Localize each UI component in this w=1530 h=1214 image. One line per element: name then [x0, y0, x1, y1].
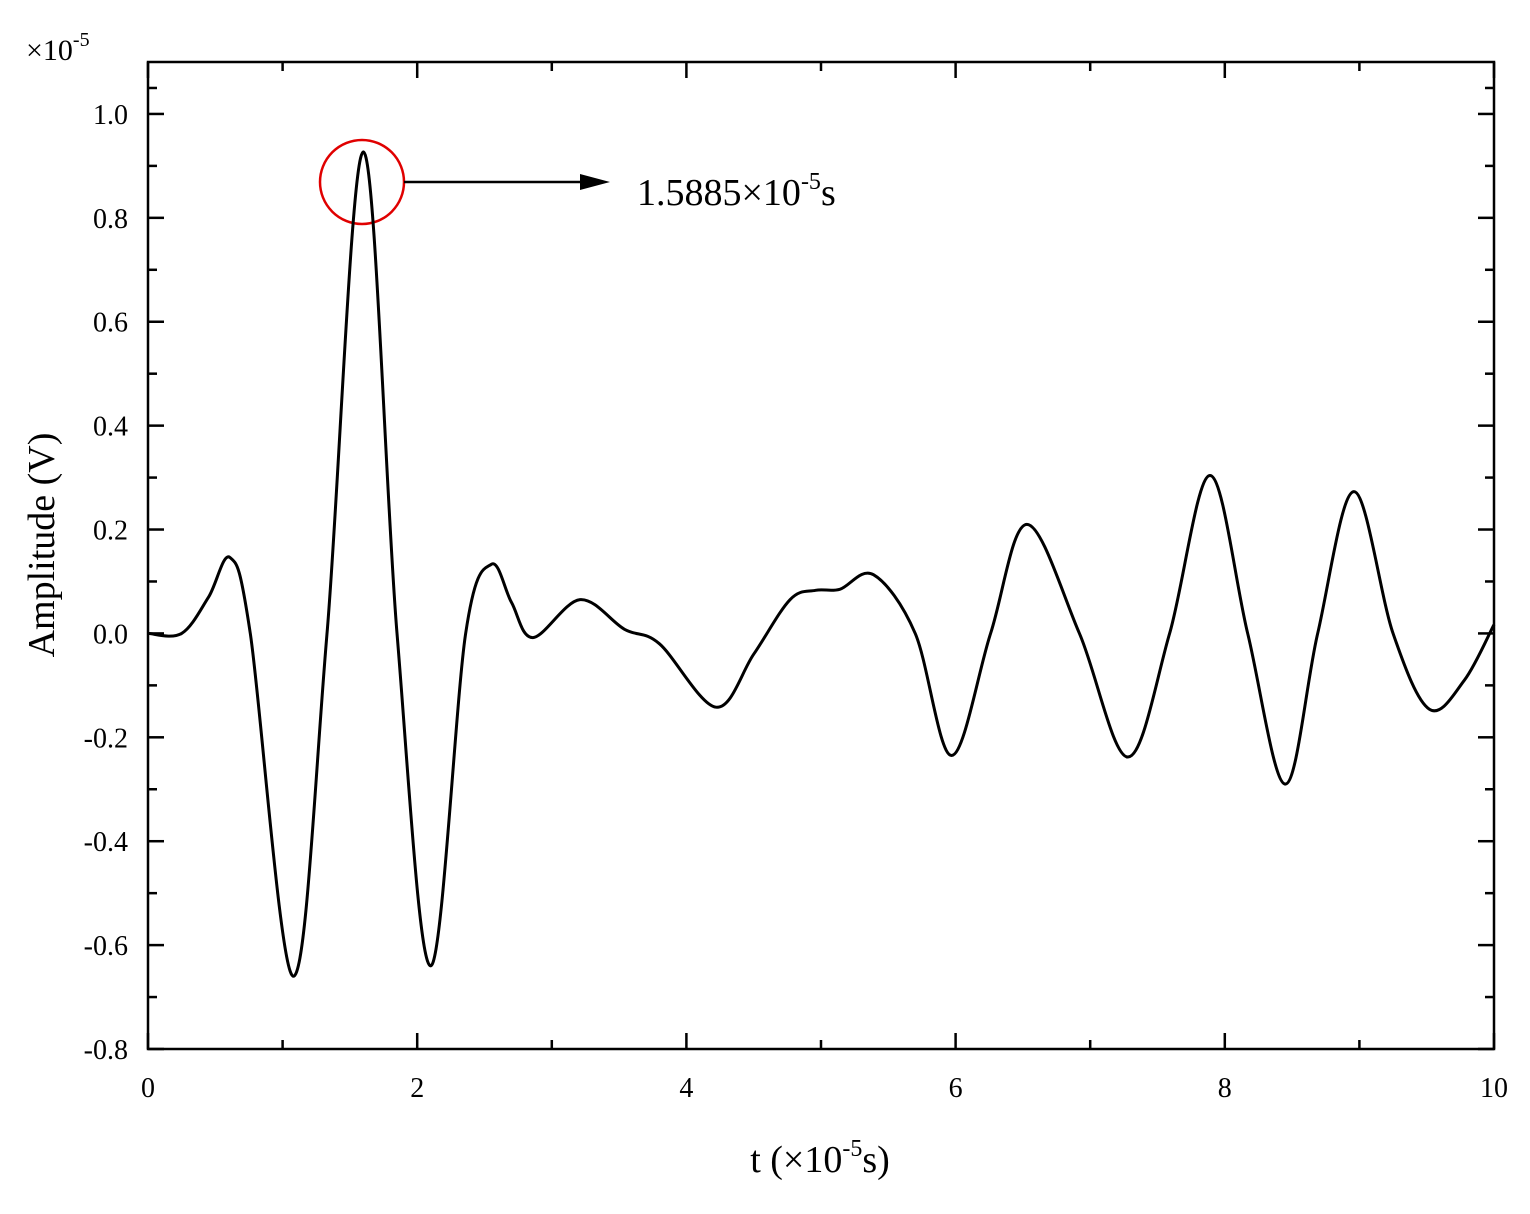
data-line [147, 150, 1496, 978]
annotation: 1.5885×10-5s [637, 169, 836, 214]
y-tick-label: 0.4 [93, 412, 128, 443]
x-label-base: t (×10 [750, 1139, 842, 1181]
x-tick-label: 0 [141, 1073, 155, 1104]
annotation-base: 1.5885×10 [637, 172, 801, 214]
annotation-exponent: -5 [801, 169, 821, 195]
y-tick-label: 1.0 [93, 100, 128, 131]
x-label-unit: s) [862, 1139, 889, 1181]
y-tick-label: -0.8 [84, 1035, 128, 1066]
annotation-unit: s [821, 172, 836, 214]
y-tick-label: -0.2 [84, 723, 128, 754]
x-tick-label: 8 [1218, 1073, 1232, 1104]
y-tick-label: -0.4 [84, 827, 128, 858]
arrow-head [580, 174, 610, 190]
corner-exponent: -5 [73, 29, 90, 51]
x-tick-label: 2 [410, 1073, 424, 1104]
x-axis-label: t (×10-5s) [750, 1136, 890, 1181]
x-tick-label: 10 [1480, 1073, 1508, 1104]
corner-label: ×10-5 [26, 29, 90, 67]
y-tick-label: 0.2 [93, 516, 128, 547]
y-tick-label: 0.8 [93, 204, 128, 235]
y-tick-label: 0.0 [93, 619, 128, 650]
y-tick-label: 0.6 [93, 308, 128, 339]
x-tick-label: 6 [949, 1073, 963, 1104]
y-axis-label: Amplitude (V) [21, 433, 63, 658]
x-tick-label: 4 [679, 1073, 693, 1104]
y-tick-label: -0.6 [84, 931, 128, 962]
corner-base: ×10 [26, 34, 73, 67]
x-label-exponent: -5 [842, 1136, 862, 1162]
